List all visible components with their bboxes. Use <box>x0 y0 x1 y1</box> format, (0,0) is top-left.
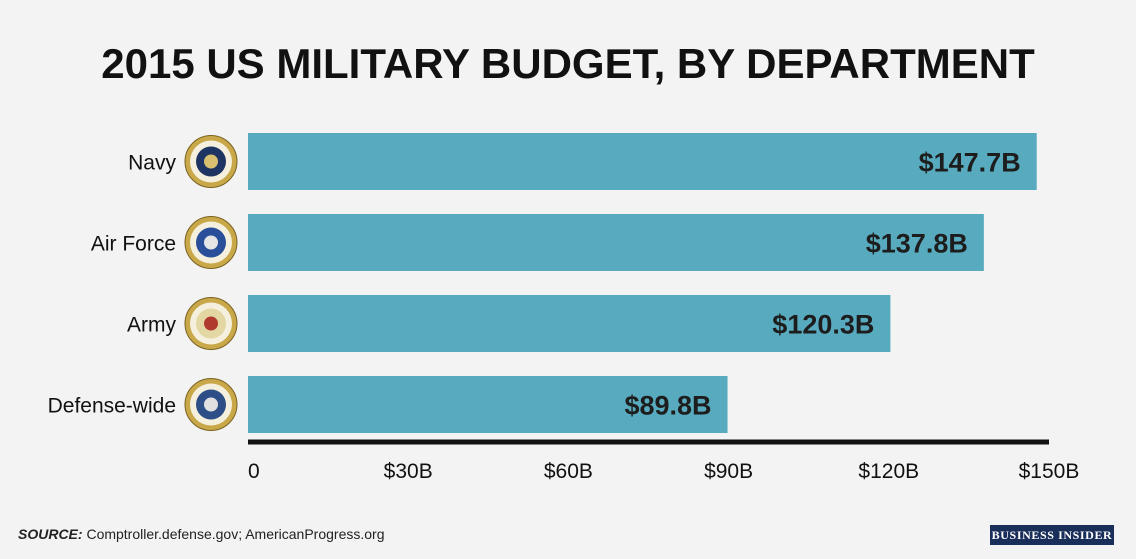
x-tick-label: $90B <box>704 460 753 483</box>
bar-value-label: $137.8B <box>866 229 968 259</box>
bar-navy <box>248 133 1037 190</box>
army-seal-icon <box>184 297 238 350</box>
bar-value-label: $147.7B <box>919 148 1021 178</box>
x-tick-label: $120B <box>858 460 919 483</box>
bar-value-label: $120.3B <box>772 310 874 340</box>
x-tick-label: $60B <box>544 460 593 483</box>
navy-seal-icon <box>184 135 238 188</box>
bar-army <box>248 295 891 352</box>
bar-air-force <box>248 214 984 271</box>
chart-title: 2015 US MILITARY BUDGET, BY DEPARTMENT <box>101 40 1035 87</box>
air-force-seal-icon <box>184 216 238 269</box>
bar-value-label: $89.8B <box>624 391 711 421</box>
x-tick-label: $30B <box>384 460 433 483</box>
x-tick-label: 0 <box>248 460 260 483</box>
category-label: Defense-wide <box>48 395 176 418</box>
source-label: SOURCE: <box>18 526 83 542</box>
x-tick-label: $150B <box>1019 460 1080 483</box>
business-insider-logo: BUSINESS INSIDER <box>990 525 1114 545</box>
source-text: Comptroller.defense.gov; AmericanProgres… <box>82 526 385 542</box>
category-label: Air Force <box>91 233 176 256</box>
category-label: Navy <box>128 152 176 175</box>
category-label: Army <box>127 314 176 337</box>
bar-defense-wide <box>248 376 728 433</box>
defense-seal-icon <box>184 378 238 431</box>
source-note: SOURCE: Comptroller.defense.gov; America… <box>18 526 385 542</box>
